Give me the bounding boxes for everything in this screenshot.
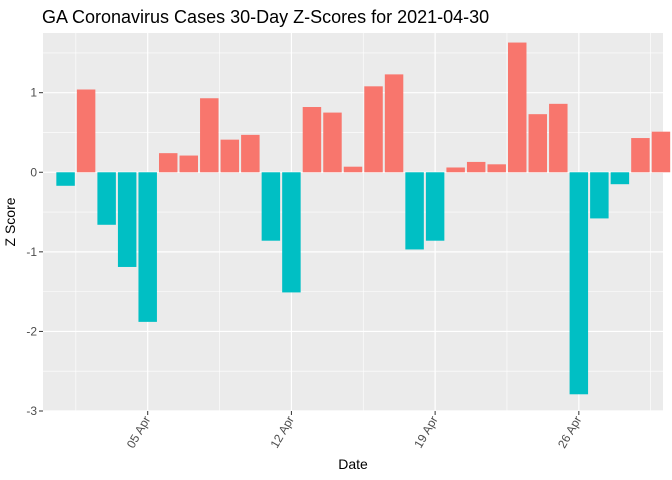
y-tick-label: 0 <box>30 165 37 179</box>
bar-2021-04-03 <box>97 172 116 225</box>
bar-2021-04-14 <box>323 112 342 173</box>
bar-2021-04-25 <box>549 103 568 173</box>
bar-2021-04-17 <box>384 74 404 173</box>
y-tick-label: -3 <box>26 404 37 418</box>
bar-2021-04-21 <box>466 161 486 173</box>
x-axis: 05 Apr 12 Apr 19 Apr 26 Apr <box>124 411 584 451</box>
bar-2021-04-11 <box>261 172 281 241</box>
bar-2021-04-15 <box>343 166 363 173</box>
bar-2021-04-08 <box>200 98 219 173</box>
bar-2021-04-30 <box>651 131 671 173</box>
x-tick-label: 05 Apr <box>124 414 153 451</box>
bar-2021-04-10 <box>241 134 260 173</box>
bar-2021-04-02 <box>76 89 96 173</box>
bars <box>56 42 671 395</box>
y-tick-label: -1 <box>26 245 37 259</box>
bar-2021-04-06 <box>158 153 178 173</box>
bar-2021-04-19 <box>425 172 445 241</box>
bar-2021-04-24 <box>528 114 548 173</box>
bar-2021-04-12 <box>282 172 301 293</box>
bar-2021-04-05 <box>138 172 157 322</box>
bar-2021-04-27 <box>590 172 609 219</box>
y-axis: -3 -2 -1 0 1 <box>26 86 43 418</box>
bar-2021-04-07 <box>179 155 198 173</box>
bar-2021-04-20 <box>446 167 465 173</box>
bar-2021-04-16 <box>364 86 383 173</box>
bar-2021-04-01 <box>56 172 75 186</box>
y-tick-label: -2 <box>26 324 37 338</box>
bar-2021-04-26 <box>569 172 589 395</box>
bar-2021-04-28 <box>610 172 630 185</box>
x-tick-label: 12 Apr <box>268 414 297 451</box>
bar-2021-04-23 <box>508 42 527 173</box>
y-tick-label: 1 <box>30 86 37 100</box>
bar-2021-04-18 <box>405 172 424 250</box>
bar-2021-04-29 <box>631 138 650 173</box>
bar-2021-04-09 <box>220 139 240 173</box>
y-axis-title: Z Score <box>2 197 18 246</box>
chart-title: GA Coronavirus Cases 30-Day Z-Scores for… <box>42 7 489 27</box>
bar-2021-04-13 <box>302 107 322 173</box>
bar-2021-04-04 <box>117 172 137 267</box>
bar-2021-04-22 <box>487 164 506 173</box>
x-tick-label: 19 Apr <box>411 414 440 451</box>
x-tick-label: 26 Apr <box>555 414 584 451</box>
x-axis-title: Date <box>338 456 368 472</box>
